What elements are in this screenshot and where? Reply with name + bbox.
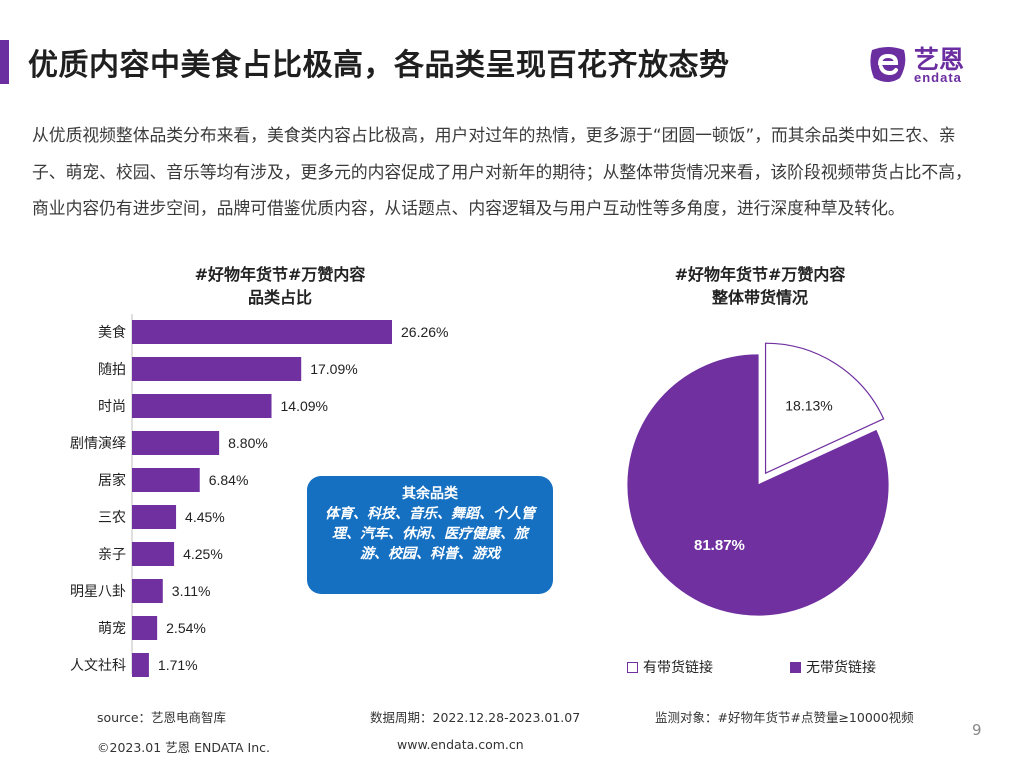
bar [132,320,392,344]
bar [132,394,272,418]
bar-category-label: 萌宠 [98,621,126,637]
footer-data-period: 数据周期：2022.12.28-2023.01.07 [370,710,581,725]
bar-category-label: 居家 [98,472,126,489]
bar [132,468,200,492]
page-title: 优质内容中美食占比极高，各品类呈现百花齐放态势 [28,48,730,83]
bar-value-label: 8.80% [228,435,268,451]
bar-category-label: 剧情演绎 [70,436,126,452]
bar-category-label: 时尚 [98,399,126,415]
legend-swatch-with-link [627,661,638,673]
bar-value-label: 4.45% [185,509,225,525]
pie-slice [627,354,889,616]
footer-source: source：艺恩电商智库 [97,710,227,725]
bar [132,616,158,640]
pie-chart-title: #好物年货节#万赞内容 整体带货情况 [630,263,890,309]
bar-value-label: 14.09% [281,398,328,414]
bar [132,505,177,529]
callout-title: 其余品类 [402,486,458,502]
bar-category-label: 美食 [98,324,126,341]
bar [132,357,302,381]
footer-monitor-target: 监测对象：#好物年货节#点赞量≥10000视频 [655,710,914,725]
bar-value-label: 17.09% [310,361,357,377]
bar-chart-title: #好物年货节#万赞内容 品类占比 [150,263,410,309]
endata-logo: 艺恩 endata [866,40,990,88]
bar-category-label: 亲子 [98,547,126,563]
legend-label-without-link: 无带货链接 [806,660,876,676]
legend-swatch-without-link [790,661,801,673]
legend-item-without-link: 无带货链接 [790,657,876,677]
legend-item-with-link: 有带货链接 [627,657,713,677]
pie-chart-title-line2: 整体带货情况 [711,288,808,307]
sales-link-pie-chart: 18.13% 81.87% [627,342,889,616]
bar-value-label: 26.26% [401,324,448,340]
pie-value-label: 81.87% [694,537,745,554]
bar-value-label: 4.25% [183,546,223,562]
footer-website[interactable]: www.endata.com.cn [397,737,524,752]
other-categories-callout: 其余品类 体育、科技、音乐、舞蹈、个人管理、汽车、休闲、医疗健康、旅游、校园、科… [307,476,553,594]
page-number: 9 [972,721,982,739]
logo-chinese-text: 艺恩 [914,45,965,74]
title-accent-bar [0,40,9,84]
bar-category-label: 三农 [98,510,126,526]
bar-category-label: 明星八卦 [70,584,126,600]
category-bar-chart: 美食 26.26% 随拍 17.09% 时尚 14.09% 剧情演绎 8.80% 居家 6.84%… [70,314,448,677]
bar [132,653,149,677]
bar-value-label: 3.11% [172,583,211,599]
bar-value-label: 2.54% [166,620,206,636]
bar-value-label: 6.84% [209,472,249,488]
bar [132,542,175,566]
callout-body: 体育、科技、音乐、舞蹈、个人管理、汽车、休闲、医疗健康、旅游、校园、科普、游戏 [325,506,535,562]
bar [132,431,220,455]
logo-english-text: endata [914,70,962,85]
bar-category-label: 随拍 [98,362,126,378]
bar [132,579,163,603]
pie-chart-title-line1: #好物年货节#万赞内容 [674,265,846,284]
pie-slice [764,342,885,475]
footer-copyright: ©2023.01 艺恩 ENDATA Inc. [97,740,271,755]
pie-value-label: 18.13% [785,397,832,413]
legend-label-with-link: 有带货链接 [643,660,713,676]
endata-logo-icon [870,47,906,82]
bar-chart-title-line1: #好物年货节#万赞内容 [194,265,366,284]
bar-category-label: 人文社科 [70,658,126,674]
intro-paragraph: 从优质视频整体品类分布来看，美食类内容占比极高，用户对过年的热情，更多源于“团圆… [32,125,972,218]
bar-chart-title-line2: 品类占比 [247,288,312,307]
bar-value-label: 1.71% [158,657,198,673]
